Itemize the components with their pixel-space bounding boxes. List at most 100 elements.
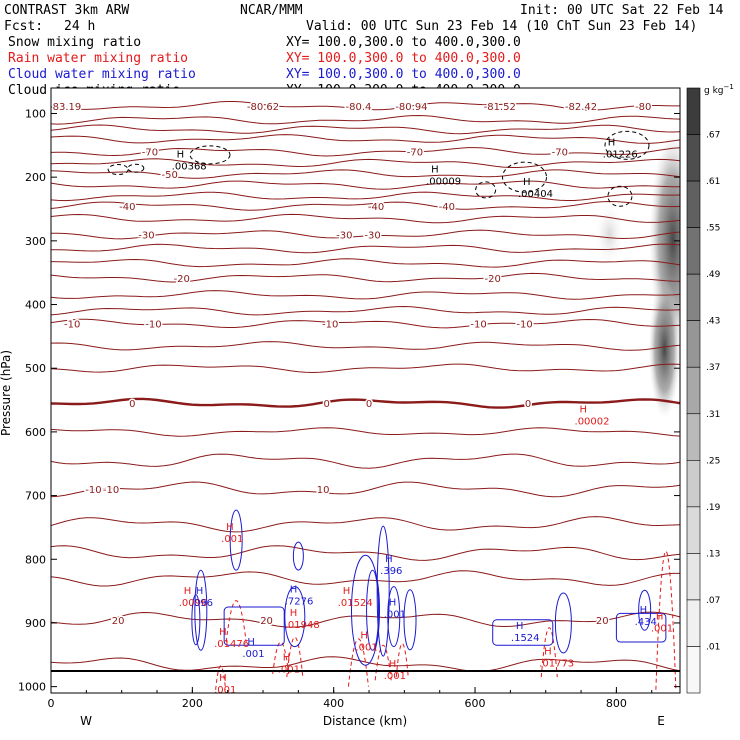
cloud-water-contour [366,569,380,651]
snow-max-marker: H [523,177,531,188]
colorbar-label: .55 [706,224,720,234]
isotherm-label: 0 [323,399,329,410]
title-left: CONTRAST 3km ARW [4,3,129,18]
cloud-water-contour [387,586,401,648]
isotherm-line [51,213,680,224]
isotherm-label: 0 [525,399,531,410]
cloud-water-contour [191,594,201,646]
rain-contour [286,637,304,678]
cloud-water-layer [615,612,667,643]
rain-max-marker: H [283,653,291,664]
isotherm-line [51,272,680,283]
snow-contour [127,163,145,173]
ice-shade-lower [648,279,680,420]
isotherm-line [51,318,680,329]
isotherm-line [51,124,680,135]
isotherm-label: -81.52 [484,102,516,113]
isotherm-line [51,397,680,409]
y-tick-label: 1000 [18,681,46,694]
colorbar-swatch [686,134,701,182]
cloud-water-max-marker: H [196,586,204,597]
isotherm-label: -82.42 [565,102,597,113]
isotherm-line [51,169,680,179]
snow-max-marker: H [608,138,616,149]
snow-contour [607,185,633,207]
colorbar-label: .61 [706,177,720,187]
cloud-water-contour [376,525,390,657]
snow-max-marker: H [431,164,439,175]
isotherm-label: -10 [322,320,338,331]
rain-contour [395,643,409,678]
y-tick-label: 600 [25,426,46,439]
colorbar-unit-exp: −1 [724,83,734,91]
colorbar-label: .43 [706,317,720,327]
rain-label: .001 [651,623,673,634]
colorbar-label: .19 [706,503,721,513]
cloud-water-max-marker: H [516,621,524,632]
snow-max-marker: H [177,150,185,161]
cloud-water-contour [403,589,417,651]
rain-max-marker: H [389,659,397,670]
isotherm-label: -70 [142,148,158,159]
field-name-snow: Snow mixing ratio [8,35,141,50]
header: CONTRAST 3km ARW NCAR/MMM Init: 00 UTC S… [4,3,724,98]
isotherm-label: -10 [516,320,532,331]
west-label: W [80,714,92,728]
rain-contour [540,627,558,678]
rain-label: .01773 [539,658,574,669]
rain-label: .01476 [214,639,249,650]
isotherm-line [51,516,680,533]
x-tick-label: 200 [182,697,203,710]
isotherm-line [51,191,680,202]
isotherm-label: -20 [485,274,501,285]
isotherm-label: -10 [103,485,119,496]
isotherm-line [51,611,680,628]
colorbar-label: .07 [706,596,720,606]
isotherm-line [51,363,680,374]
colorbar-unit-base: g kg [704,86,724,96]
colorbar-swatch [686,180,701,228]
init-time: Init: 00 UTC Sat 22 Feb 14 [520,3,724,18]
title-center: NCAR/MMM [240,3,303,18]
colorbar-label: .01 [706,642,720,652]
rain-contour [225,600,247,643]
isotherm-label: -83.19 [49,102,81,113]
x-tick-label: 600 [465,697,486,710]
isotherm-label: 20 [260,616,273,627]
colorbar-swatch [686,273,701,321]
cloud-water-contour [638,589,652,631]
cloud-water-max-marker: H [389,597,397,608]
isotherm-line [51,114,680,125]
isotherm-line [51,101,680,111]
colorbar-swatch [686,227,701,275]
cloud-water-label: .001 [384,609,406,620]
rain-max-marker: H [219,673,227,684]
colorbar-swatch [686,320,701,368]
colorbar-swatch [686,553,701,601]
rain-max-marker: H [343,586,351,597]
rain-label: .01524 [338,598,373,609]
isotherm-label: -10 [470,320,486,331]
fcst-value: 24 h [64,19,95,34]
cloud-water-label: .096 [191,598,213,609]
isotherm-label: -30 [364,230,380,241]
isotherm-line [51,545,680,561]
isotherm-label: -80.94 [395,102,427,113]
y-tick-label: 100 [25,107,46,120]
isotherm-line [51,180,680,190]
y-tick-label: 800 [25,553,46,566]
isotherm-label: -80.62 [247,102,279,113]
field-xy-cloud-water: XY= 100.0,300.0 to 400.0,300.0 [286,67,521,82]
isotherm-line [51,243,680,254]
isotherm-label: -10 [145,320,161,331]
cloud-water-contour [194,569,208,651]
cloud-water-label: .001 [242,649,264,660]
y-tick-label: 900 [25,617,46,630]
rain-max-marker: H [226,522,234,533]
hydrometeor-contours [107,130,677,690]
cloud-water-label: .434 [635,617,657,628]
rain-contour [374,644,392,681]
isotherm-line [51,570,680,587]
colorbar: g kg−1 .67 .61 .55 .49 .43 .37 .31 .25 .19 .13 .07… [686,83,734,694]
field-name-rain: Rain water mixing ratio [8,51,188,66]
